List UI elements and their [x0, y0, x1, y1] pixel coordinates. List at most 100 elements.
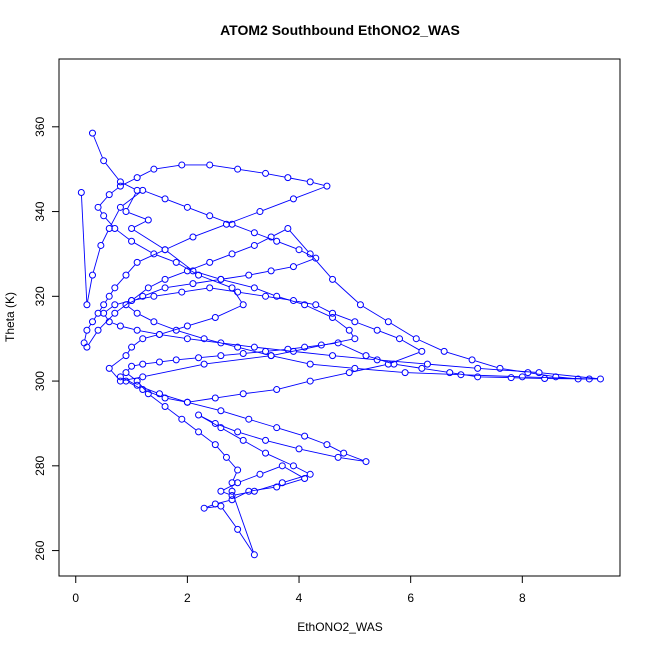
series-segment — [88, 332, 97, 345]
series-segment — [150, 280, 163, 287]
data-point — [155, 358, 163, 366]
data-point — [150, 165, 158, 173]
data-point — [329, 352, 337, 360]
series-segment — [290, 177, 308, 182]
series-segment — [334, 281, 359, 303]
series-segment — [162, 394, 185, 402]
series-segment — [480, 368, 536, 373]
series-segment — [212, 254, 230, 262]
series-segment — [145, 288, 163, 296]
series-segment — [184, 420, 197, 431]
data-point — [552, 373, 560, 381]
series-segment — [262, 466, 280, 474]
data-point — [116, 182, 124, 190]
data-point — [384, 318, 392, 326]
data-point — [80, 339, 88, 347]
series-segment — [279, 381, 308, 390]
series-segment — [228, 459, 236, 468]
data-point — [234, 525, 242, 533]
data-point — [139, 360, 147, 368]
series-segment — [168, 283, 190, 288]
data-point — [256, 208, 264, 216]
series-segment — [542, 372, 598, 380]
data-point — [262, 347, 270, 355]
series-segment — [402, 339, 420, 351]
series-segment — [134, 364, 140, 367]
y-tick-label: 340 — [33, 201, 47, 221]
data-point — [228, 479, 236, 487]
series-segment — [475, 360, 498, 368]
series-segment — [105, 162, 119, 180]
series-segment — [218, 305, 241, 317]
series-segment — [284, 467, 303, 478]
data-point — [206, 161, 214, 169]
data-point — [418, 347, 426, 355]
data-point — [195, 428, 203, 436]
data-point — [222, 453, 230, 461]
data-point — [217, 275, 225, 283]
data-point — [83, 301, 91, 309]
data-point — [183, 335, 191, 343]
series-segment — [167, 408, 180, 418]
data-point — [94, 326, 102, 334]
data-point — [351, 364, 359, 372]
data-point — [111, 301, 119, 309]
data-point — [211, 314, 219, 321]
data-point — [273, 483, 281, 491]
data-point — [250, 241, 258, 249]
series-segment — [341, 457, 363, 462]
series-segment — [196, 279, 218, 284]
series-segment — [257, 288, 274, 296]
data-point — [373, 326, 381, 334]
data-point — [250, 343, 258, 351]
data-point — [301, 475, 309, 483]
data-point — [312, 254, 320, 262]
data-point — [161, 275, 169, 283]
series-segment — [162, 334, 185, 339]
data-point — [116, 373, 124, 381]
series-segment — [251, 419, 274, 428]
series-segment — [234, 492, 247, 499]
series-segment — [525, 376, 587, 380]
data-point — [356, 301, 364, 309]
series-segment — [430, 363, 475, 369]
data-point — [183, 203, 191, 211]
series-segment — [178, 263, 196, 274]
series-segment — [307, 305, 330, 317]
series-segment — [123, 182, 135, 190]
series-segment — [380, 330, 397, 338]
series-segment — [99, 209, 103, 214]
data-point — [284, 174, 292, 182]
series-segment — [110, 209, 120, 226]
series-segment — [190, 263, 207, 271]
series-segment — [93, 135, 103, 158]
plot-frame — [58, 58, 621, 577]
series-segment — [190, 208, 207, 216]
data-point — [351, 318, 359, 326]
series-segment — [240, 292, 263, 297]
data-point — [295, 246, 303, 254]
data-point — [217, 502, 225, 510]
series-segment — [397, 364, 419, 369]
chart-title: ATOM2 Southbound EthONO2_WAS — [220, 22, 460, 38]
data-point — [122, 377, 130, 385]
data-point — [250, 229, 258, 237]
data-point — [206, 284, 214, 292]
data-point — [329, 309, 337, 317]
series-segment — [99, 196, 108, 206]
data-point — [211, 441, 219, 449]
series-segment — [313, 363, 352, 369]
data-point — [195, 271, 203, 279]
data-point — [524, 369, 532, 377]
series-segment — [127, 368, 130, 371]
data-point — [144, 284, 152, 292]
data-point — [133, 174, 141, 182]
data-point — [139, 335, 147, 343]
series-segment — [313, 182, 324, 186]
series-segment — [105, 298, 108, 303]
data-point — [262, 292, 270, 300]
data-point — [217, 339, 225, 347]
data-point — [239, 390, 247, 398]
series-segment — [296, 300, 313, 305]
series-segment — [139, 170, 152, 177]
